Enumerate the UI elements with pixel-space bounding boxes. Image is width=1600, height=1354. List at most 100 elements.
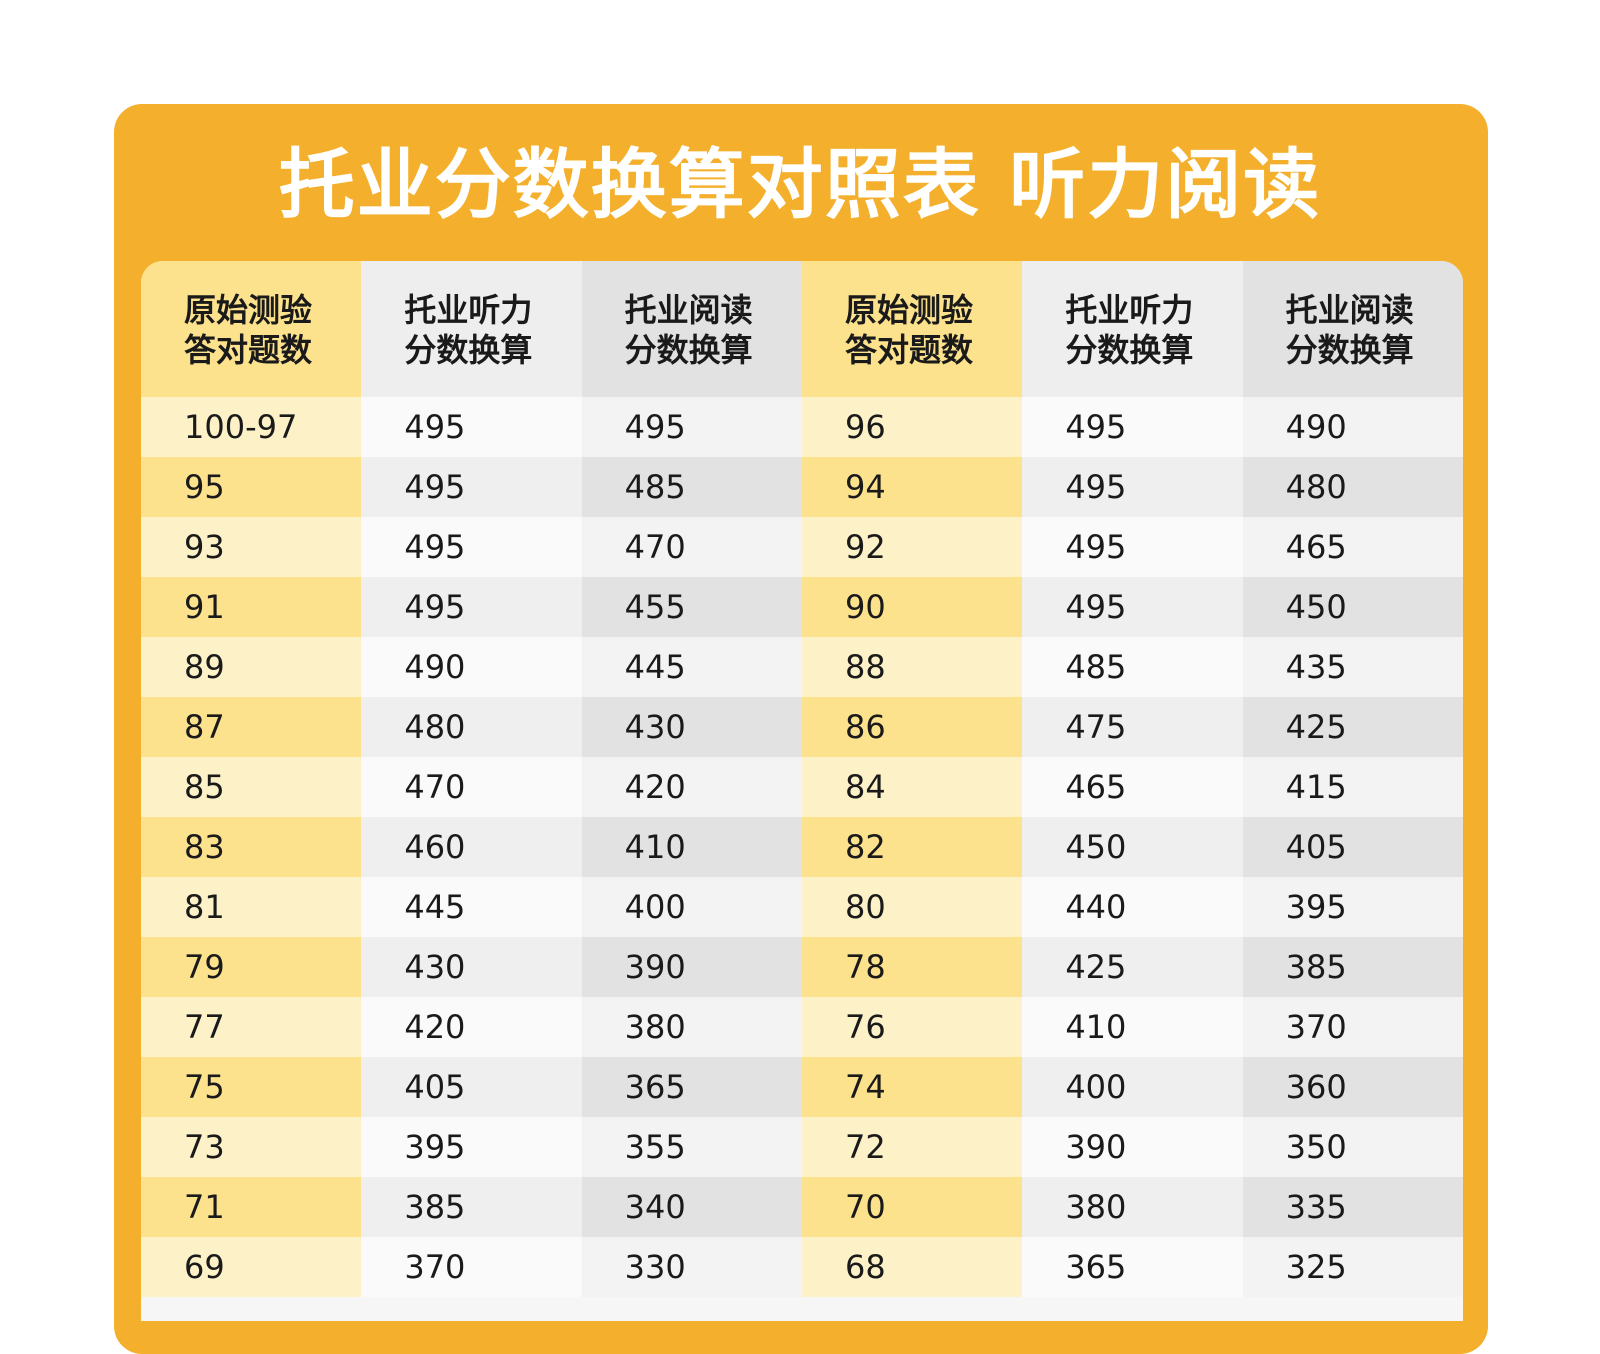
cell-reading-1: 470	[581, 517, 802, 577]
cell-listening-2: 425	[1022, 937, 1243, 997]
cell-listening-1: 495	[361, 397, 582, 457]
cell-raw-correct-2: 92	[801, 517, 1023, 577]
cell-raw-correct-1: 75	[141, 1057, 362, 1117]
cell-reading-1: 430	[581, 697, 802, 757]
cell-reading-2: 350	[1242, 1117, 1463, 1177]
cell-listening-1: 395	[361, 1117, 582, 1177]
table-row: 87 480 430 86 475 425	[141, 697, 1463, 757]
cell-raw-correct-2: 70	[801, 1177, 1023, 1237]
cell-raw-correct-1: 85	[141, 757, 362, 817]
cell-reading-1: 330	[581, 1237, 802, 1297]
cell-reading-1: 495	[581, 397, 802, 457]
cell-raw-correct-2: 84	[801, 757, 1023, 817]
cell-reading-1: 390	[581, 937, 802, 997]
cell-raw-correct-1: 100-97	[141, 397, 362, 457]
cell-listening-1: 405	[361, 1057, 582, 1117]
cell-listening-2: 440	[1022, 877, 1243, 937]
cell-listening-2: 495	[1022, 457, 1243, 517]
cell-reading-1: 380	[581, 997, 802, 1057]
cell-raw-correct-1: 77	[141, 997, 362, 1057]
cell-raw-correct-1: 81	[141, 877, 362, 937]
cell-listening-1: 470	[361, 757, 582, 817]
cell-raw-correct-1: 69	[141, 1237, 362, 1297]
cell-listening-1: 490	[361, 637, 582, 697]
table-row: 93 495 470 92 495 465	[141, 517, 1463, 577]
cell-listening-1: 460	[361, 817, 582, 877]
table-row: 85 470 420 84 465 415	[141, 757, 1463, 817]
table-row: 81 445 400 80 440 395	[141, 877, 1463, 937]
cell-reading-1: 445	[581, 637, 802, 697]
cell-listening-1: 420	[361, 997, 582, 1057]
cell-reading-2: 395	[1242, 877, 1463, 937]
cell-listening-2: 495	[1022, 397, 1243, 457]
cell-reading-1: 455	[581, 577, 802, 637]
cell-listening-2: 465	[1022, 757, 1243, 817]
table-row: 95 495 485 94 495 480	[141, 457, 1463, 517]
cell-raw-correct-2: 78	[801, 937, 1023, 997]
cell-listening-2: 380	[1022, 1177, 1243, 1237]
cell-listening-2: 400	[1022, 1057, 1243, 1117]
cell-raw-correct-1: 91	[141, 577, 362, 637]
cell-raw-correct-2: 96	[801, 397, 1023, 457]
header-raw-correct-2: 原始测验 答对题数	[801, 261, 1023, 397]
cell-raw-correct-1: 95	[141, 457, 362, 517]
cell-listening-2: 450	[1022, 817, 1243, 877]
cell-raw-correct-2: 76	[801, 997, 1023, 1057]
cell-reading-2: 450	[1242, 577, 1463, 637]
cell-reading-2: 490	[1242, 397, 1463, 457]
cell-raw-correct-1: 87	[141, 697, 362, 757]
cell-reading-1: 485	[581, 457, 802, 517]
cell-reading-2: 405	[1242, 817, 1463, 877]
cell-listening-1: 495	[361, 517, 582, 577]
header-reading-2: 托业阅读 分数换算	[1242, 261, 1463, 397]
table-row: 77 420 380 76 410 370	[141, 997, 1463, 1057]
cell-listening-1: 370	[361, 1237, 582, 1297]
page-title: 托业分数换算对照表 听力阅读	[278, 140, 1322, 229]
cell-listening-1: 480	[361, 697, 582, 757]
cell-listening-1: 385	[361, 1177, 582, 1237]
cell-reading-2: 385	[1242, 937, 1463, 997]
table-body: 100-97 495 495 96 495 490 95 495 485 94 495 480 93 49…	[141, 397, 1463, 1297]
cell-reading-2: 435	[1242, 637, 1463, 697]
cell-raw-correct-2: 88	[801, 637, 1023, 697]
cell-listening-1: 430	[361, 937, 582, 997]
table-header: 原始测验 答对题数 托业听力 分数换算 托业阅读 分数换算 原始测验 答对题数 托业听力…	[141, 261, 1463, 397]
cell-listening-1: 495	[361, 577, 582, 637]
cell-listening-2: 410	[1022, 997, 1243, 1057]
cell-listening-2: 475	[1022, 697, 1243, 757]
table-row: 100-97 495 495 96 495 490	[141, 397, 1463, 457]
table-row: 91 495 455 90 495 450	[141, 577, 1463, 637]
header-listening-2: 托业听力 分数换算	[1022, 261, 1243, 397]
cell-raw-correct-1: 83	[141, 817, 362, 877]
cell-raw-correct-2: 90	[801, 577, 1023, 637]
table-row: 73 395 355 72 390 350	[141, 1117, 1463, 1177]
table-row: 89 490 445 88 485 435	[141, 637, 1463, 697]
cell-raw-correct-2: 86	[801, 697, 1023, 757]
cell-listening-1: 495	[361, 457, 582, 517]
cell-listening-2: 485	[1022, 637, 1243, 697]
score-table: 原始测验 答对题数 托业听力 分数换算 托业阅读 分数换算 原始测验 答对题数 托业听力…	[141, 261, 1463, 1321]
header-reading-1: 托业阅读 分数换算	[581, 261, 802, 397]
cell-reading-2: 325	[1242, 1237, 1463, 1297]
cell-raw-correct-2: 82	[801, 817, 1023, 877]
cell-listening-2: 495	[1022, 517, 1243, 577]
cell-raw-correct-1: 71	[141, 1177, 362, 1237]
cell-raw-correct-2: 72	[801, 1117, 1023, 1177]
cell-listening-1: 445	[361, 877, 582, 937]
cell-raw-correct-1: 79	[141, 937, 362, 997]
cell-reading-1: 365	[581, 1057, 802, 1117]
cell-reading-2: 335	[1242, 1177, 1463, 1237]
cell-reading-1: 340	[581, 1177, 802, 1237]
table-row: 79 430 390 78 425 385	[141, 937, 1463, 997]
cell-raw-correct-1: 89	[141, 637, 362, 697]
cell-reading-1: 410	[581, 817, 802, 877]
cell-listening-2: 390	[1022, 1117, 1243, 1177]
cell-raw-correct-2: 74	[801, 1057, 1023, 1117]
cell-listening-2: 495	[1022, 577, 1243, 637]
cell-raw-correct-1: 93	[141, 517, 362, 577]
table-row: 71 385 340 70 380 335	[141, 1177, 1463, 1237]
cell-reading-1: 420	[581, 757, 802, 817]
cell-reading-2: 425	[1242, 697, 1463, 757]
cell-raw-correct-1: 73	[141, 1117, 362, 1177]
cell-raw-correct-2: 68	[801, 1237, 1023, 1297]
